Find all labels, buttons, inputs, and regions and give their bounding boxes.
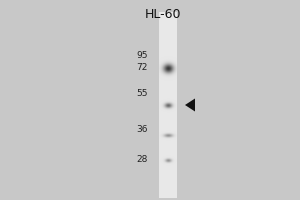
Text: 72: 72 <box>136 64 148 72</box>
Text: 95: 95 <box>136 50 148 60</box>
Text: 36: 36 <box>136 126 148 134</box>
Text: HL-60: HL-60 <box>145 8 182 21</box>
Text: 55: 55 <box>136 88 148 98</box>
Bar <box>159 12 177 198</box>
Polygon shape <box>185 98 195 112</box>
Text: 28: 28 <box>136 156 148 164</box>
